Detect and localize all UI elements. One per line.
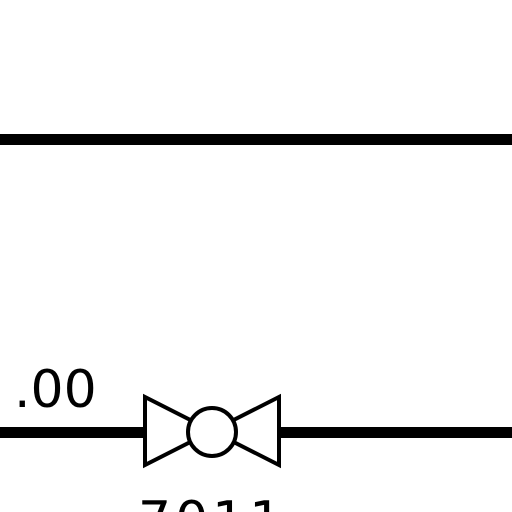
upper-line (0, 134, 512, 145)
pipe-left-segment (0, 427, 145, 438)
valve-left-triangle (143, 393, 217, 469)
valve-right-triangle (207, 393, 281, 469)
pipe-right-segment (278, 427, 512, 438)
valve-circle (186, 406, 238, 458)
valve-tag-label: 7011 (138, 491, 286, 512)
pipe-value-label: .00 (14, 360, 97, 420)
valve-icon (143, 393, 281, 469)
